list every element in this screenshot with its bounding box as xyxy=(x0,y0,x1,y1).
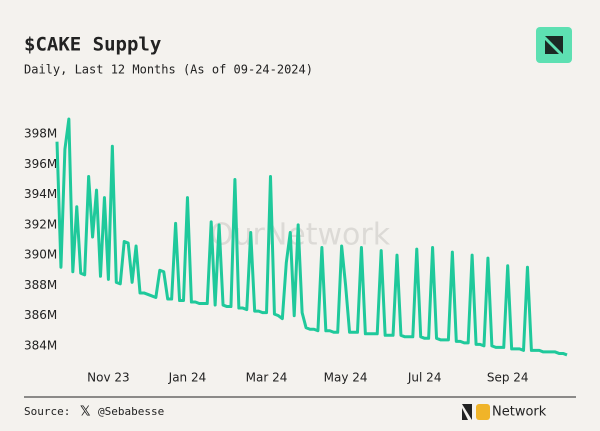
y-tick-label: 398M xyxy=(24,127,57,141)
line xyxy=(55,117,568,357)
source-label: Source: xyxy=(24,405,70,418)
source-handle: @Sebabesse xyxy=(98,405,164,418)
y-tick-label: 394M xyxy=(24,187,57,201)
y-tick-label: 396M xyxy=(24,157,57,171)
x-tick-label: Jan 24 xyxy=(168,371,207,385)
brand: Network xyxy=(492,405,547,420)
chart-title: $CAKE Supply xyxy=(24,34,161,56)
y-tick-label: 386M xyxy=(24,308,57,322)
y-tick-label: 388M xyxy=(24,278,57,292)
brand-logo xyxy=(462,404,490,420)
x-tick-label: Sep 24 xyxy=(487,371,529,385)
logo xyxy=(536,27,572,63)
y-tick-label: 384M xyxy=(24,338,57,352)
x-tick-label: Jul 24 xyxy=(407,371,442,385)
x-tick-label: May 24 xyxy=(324,371,368,385)
x-tick-label: Nov 23 xyxy=(87,371,130,385)
y-tick-label: 390M xyxy=(24,248,57,262)
y-tick-label: 392M xyxy=(24,217,57,231)
x-tick-label: Mar 24 xyxy=(246,371,288,385)
x-icon: 𝕏 xyxy=(80,405,91,420)
chart-subtitle: Daily, Last 12 Months (As of 09-24-2024) xyxy=(24,63,313,77)
